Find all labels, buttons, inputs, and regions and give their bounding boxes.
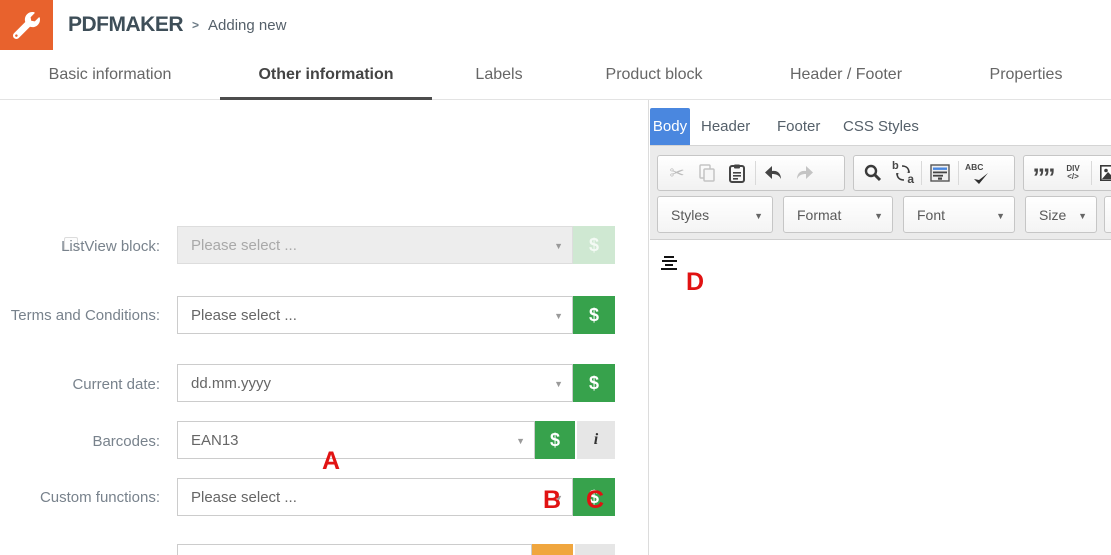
annotation-b: B <box>543 486 562 514</box>
code-brackets-label: </> <box>1067 172 1079 181</box>
find-icon[interactable] <box>858 158 888 188</box>
clipped-combo[interactable] <box>1104 196 1111 233</box>
tab-labels[interactable]: Labels <box>475 66 523 83</box>
chevron-down-icon: ▼ <box>554 311 563 321</box>
current-date-select[interactable]: dd.mm.yyyy ▼ <box>177 364 573 402</box>
annotation-d: D <box>686 268 705 296</box>
chevron-down-icon: ▼ <box>554 493 563 503</box>
size-combo-label: Size <box>1039 206 1067 223</box>
chevron-down-icon: ▼ <box>874 211 883 221</box>
date-variable-button[interactable]: $ <box>573 364 615 402</box>
editor-tab-body[interactable]: Body <box>650 108 690 145</box>
toolbar-separator <box>1091 161 1092 185</box>
app-logo <box>0 0 53 50</box>
select-all-icon[interactable] <box>925 158 955 188</box>
chevron-down-icon: ▼ <box>1078 211 1087 221</box>
div-label: DIV <box>1066 164 1080 173</box>
custom-functions-value: Please select ... <box>191 488 297 506</box>
current-date-label: Current date: <box>72 376 160 393</box>
toolbar-group-editing: b a ABC <box>853 155 1015 191</box>
wrench-icon <box>13 11 40 39</box>
listview-variable-button: $ <box>573 226 615 264</box>
editor-content-area[interactable]: D <box>650 241 1111 555</box>
toolbar-separator <box>921 161 922 185</box>
listview-block-checkbox[interactable] <box>64 237 78 251</box>
toolbar-separator <box>958 161 959 185</box>
replace-icon[interactable]: b a <box>888 158 918 188</box>
barcodes-select[interactable]: EAN13 ▼ <box>177 421 535 459</box>
font-awesome-info-button[interactable]: i <box>575 544 615 555</box>
styles-combo-label: Styles <box>671 206 710 223</box>
font-combo[interactable]: Font ▼ <box>903 196 1015 233</box>
barcodes-label: Barcodes: <box>92 433 160 450</box>
terms-variable-button[interactable]: $ <box>573 296 615 334</box>
toolbar-separator <box>755 161 756 185</box>
terms-conditions-label: Terms and Conditions: <box>10 307 160 324</box>
chevron-down-icon: ▼ <box>554 379 563 389</box>
font-combo-label: Font <box>917 206 946 223</box>
breadcrumb: PDFMAKER > Adding new <box>68 0 286 50</box>
functions-variable-button[interactable]: $ <box>573 478 615 516</box>
copy-icon[interactable] <box>692 158 722 188</box>
format-combo-label: Format <box>797 206 842 223</box>
terms-conditions-value: Please select ... <box>191 306 297 324</box>
styles-combo[interactable]: Styles ▼ <box>657 196 773 233</box>
tab-basic-information[interactable]: Basic information <box>48 66 172 83</box>
breadcrumb-separator: > <box>192 18 200 32</box>
app-title: PDFMAKER <box>68 13 184 36</box>
blockquote-icon[interactable]: ”” <box>1032 164 1056 192</box>
barcodes-info-button[interactable]: i <box>577 421 615 459</box>
tab-header-footer[interactable]: Header / Footer <box>789 66 903 83</box>
current-date-value: dd.mm.yyyy <box>191 374 272 392</box>
cut-icon[interactable]: ✂ <box>669 162 685 183</box>
paste-icon[interactable] <box>722 158 752 188</box>
editor-panel: Body Header Footer CSS Styles ✂ <box>648 100 1111 555</box>
spell-abc-glyph: ABC <box>965 162 984 172</box>
listview-block-value: Please select ... <box>191 236 297 254</box>
redo-icon[interactable] <box>789 158 819 188</box>
tab-other-information[interactable]: Other information <box>220 50 432 101</box>
other-information-form: ListView block: Please select ... ▼ $ Te… <box>0 100 648 555</box>
undo-icon[interactable] <box>759 158 789 188</box>
font-awesome-insert-button[interactable] <box>532 544 573 555</box>
editor-tab-footer[interactable]: Footer <box>777 118 821 135</box>
font-awesome-select[interactable]: fa-align-center ▼ <box>177 544 532 555</box>
listview-block-select: Please select ... ▼ <box>177 226 573 264</box>
align-center-icon <box>661 254 677 270</box>
terms-conditions-select[interactable]: Please select ... ▼ <box>177 296 573 334</box>
custom-functions-label: Custom functions: <box>39 489 160 506</box>
listview-block-label: ListView block: <box>61 238 160 255</box>
barcodes-variable-button[interactable]: $ <box>535 421 575 459</box>
spell-check-icon[interactable]: ABC <box>962 158 992 188</box>
page-title: Adding new <box>208 16 287 34</box>
editor-tab-css-styles[interactable]: CSS Styles <box>843 118 919 135</box>
annotation-c: C <box>586 486 605 514</box>
editor-tab-header[interactable]: Header <box>701 118 751 135</box>
format-combo[interactable]: Format ▼ <box>783 196 893 233</box>
custom-functions-select[interactable]: Please select ... ▼ <box>177 478 573 516</box>
tab-product-block[interactable]: Product block <box>605 66 703 83</box>
size-combo[interactable]: Size ▼ <box>1025 196 1097 233</box>
chevron-down-icon: ▼ <box>516 436 525 446</box>
tab-properties[interactable]: Properties <box>989 66 1063 83</box>
barcodes-value: EAN13 <box>191 431 239 449</box>
replace-a-glyph: a <box>907 172 914 186</box>
replace-b-glyph: b <box>892 160 899 172</box>
editor-toolbar: ✂ <box>650 145 1111 240</box>
main-tabbar: Basic information Other information Labe… <box>0 50 1111 101</box>
chevron-down-icon: ▼ <box>554 241 563 251</box>
chevron-down-icon: ▼ <box>754 211 763 221</box>
image-icon[interactable] <box>1095 158 1111 188</box>
toolbar-group-clipboard: ✂ <box>657 155 845 191</box>
chevron-down-icon: ▼ <box>996 211 1005 221</box>
div-container-icon[interactable]: DIV </> <box>1058 158 1088 188</box>
annotation-a: A <box>322 447 341 475</box>
toolbar-group-blocks: ”” DIV </> <box>1023 155 1111 191</box>
